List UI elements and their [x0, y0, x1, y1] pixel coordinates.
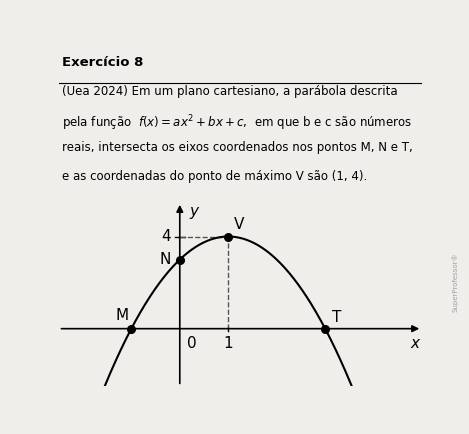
Text: reais, intersecta os eixos coordenados nos pontos M, N e T,: reais, intersecta os eixos coordenados n…: [62, 141, 413, 155]
Text: pela função  $f(x)=ax^2+bx+c$,  em que b e c são números: pela função $f(x)=ax^2+bx+c$, em que b e…: [62, 113, 412, 133]
Text: (Uea 2024) Em um plano cartesiano, a parábola descrita: (Uea 2024) Em um plano cartesiano, a par…: [62, 85, 398, 98]
Text: V: V: [234, 217, 244, 232]
Text: N: N: [159, 252, 171, 267]
Text: SuperProfessor®: SuperProfessor®: [452, 252, 458, 312]
Text: 1: 1: [223, 336, 233, 351]
Text: T: T: [333, 310, 342, 325]
Text: x: x: [410, 335, 419, 351]
Text: M: M: [116, 308, 129, 323]
Text: 0: 0: [187, 336, 197, 351]
Text: e as coordenadas do ponto de máximo V são (1, 4).: e as coordenadas do ponto de máximo V sã…: [62, 170, 368, 183]
Text: Exercício 8: Exercício 8: [62, 56, 144, 69]
Text: y: y: [189, 204, 198, 219]
Text: 4: 4: [161, 229, 171, 244]
